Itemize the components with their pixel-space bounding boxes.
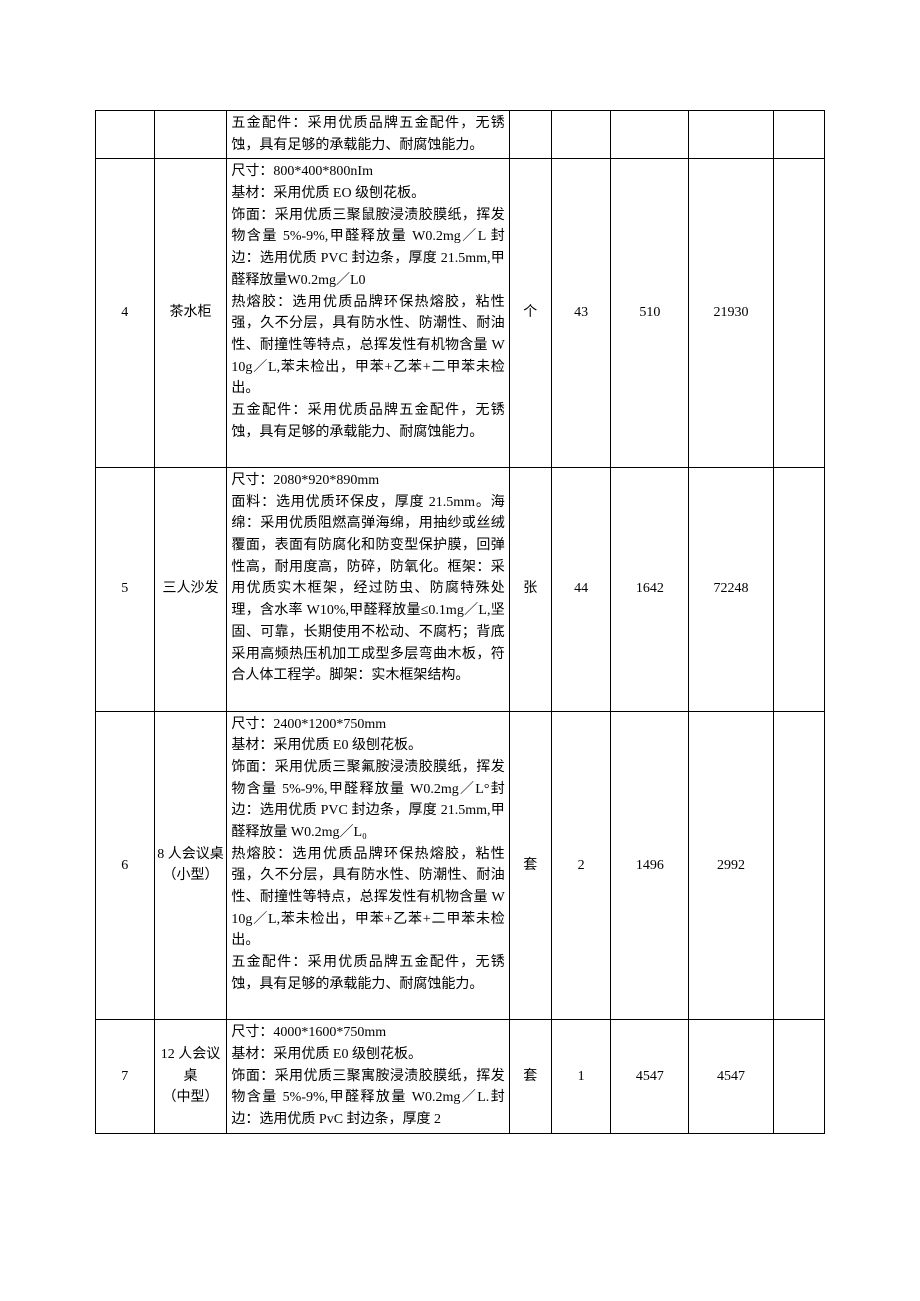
- cell-name: 茶水柜: [154, 159, 227, 468]
- table-row: 712 人会议桌（中型）尺寸：4000*1600*750mm基材：采用优质 E0…: [96, 1020, 825, 1133]
- cell-price: 510: [611, 159, 689, 468]
- table-row: 68 人会议桌（小型）尺寸：2400*1200*750mm基材：采用优质 E0 …: [96, 711, 825, 1020]
- table-row: 五金配件：采用优质品牌五金配件，无锈蚀，具有足够的承载能力、耐腐蚀能力。: [96, 111, 825, 159]
- cell-description: 尺寸：2400*1200*750mm基材：采用优质 E0 级刨花板。饰面：采用优…: [227, 711, 509, 1020]
- cell-name: 8 人会议桌（小型）: [154, 711, 227, 1020]
- cell-index: [96, 111, 155, 159]
- cell-blank: [773, 159, 824, 468]
- cell-qty: 44: [551, 468, 611, 712]
- cell-price: [611, 111, 689, 159]
- cell-unit: 套: [509, 1020, 551, 1133]
- cell-total: 4547: [689, 1020, 773, 1133]
- cell-price: 1496: [611, 711, 689, 1020]
- cell-blank: [773, 1020, 824, 1133]
- table-row: 5三人沙发尺寸：2080*920*890mm面料：选用优质环保皮，厚度 21.5…: [96, 468, 825, 712]
- cell-description: 尺寸：800*400*800nIm基材：采用优质 EO 级刨花板。饰面：采用优质…: [227, 159, 509, 468]
- cell-description: 尺寸：4000*1600*750mm基材：采用优质 E0 级刨花板。饰面：采用优…: [227, 1020, 509, 1133]
- cell-name: [154, 111, 227, 159]
- furniture-table: 五金配件：采用优质品牌五金配件，无锈蚀，具有足够的承载能力、耐腐蚀能力。4茶水柜…: [95, 110, 825, 1134]
- cell-qty: 1: [551, 1020, 611, 1133]
- cell-index: 6: [96, 711, 155, 1020]
- cell-total: [689, 111, 773, 159]
- cell-total: 2992: [689, 711, 773, 1020]
- cell-description: 五金配件：采用优质品牌五金配件，无锈蚀，具有足够的承载能力、耐腐蚀能力。: [227, 111, 509, 159]
- cell-qty: 2: [551, 711, 611, 1020]
- cell-blank: [773, 711, 824, 1020]
- cell-unit: 套: [509, 711, 551, 1020]
- cell-price: 1642: [611, 468, 689, 712]
- cell-name: 三人沙发: [154, 468, 227, 712]
- cell-qty: 43: [551, 159, 611, 468]
- cell-price: 4547: [611, 1020, 689, 1133]
- cell-unit: 个: [509, 159, 551, 468]
- cell-name: 12 人会议桌（中型）: [154, 1020, 227, 1133]
- cell-total: 72248: [689, 468, 773, 712]
- cell-index: 5: [96, 468, 155, 712]
- table-row: 4茶水柜尺寸：800*400*800nIm基材：采用优质 EO 级刨花板。饰面：…: [96, 159, 825, 468]
- cell-total: 21930: [689, 159, 773, 468]
- cell-unit: 张: [509, 468, 551, 712]
- table-body: 五金配件：采用优质品牌五金配件，无锈蚀，具有足够的承载能力、耐腐蚀能力。4茶水柜…: [96, 111, 825, 1134]
- cell-qty: [551, 111, 611, 159]
- cell-index: 4: [96, 159, 155, 468]
- cell-unit: [509, 111, 551, 159]
- cell-blank: [773, 111, 824, 159]
- cell-index: 7: [96, 1020, 155, 1133]
- page-container: 五金配件：采用优质品牌五金配件，无锈蚀，具有足够的承载能力、耐腐蚀能力。4茶水柜…: [0, 0, 920, 1234]
- cell-blank: [773, 468, 824, 712]
- cell-description: 尺寸：2080*920*890mm面料：选用优质环保皮，厚度 21.5mm。海绵…: [227, 468, 509, 712]
